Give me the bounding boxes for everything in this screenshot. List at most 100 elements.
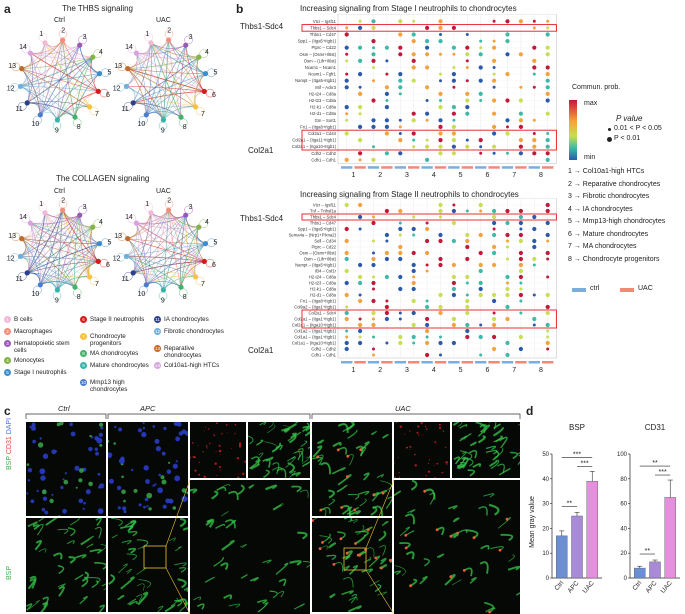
highlight-box	[301, 24, 557, 32]
zoom-line	[165, 479, 191, 547]
network-edge	[20, 53, 32, 87]
dotplot-dot	[398, 221, 402, 225]
dotplot-dot	[518, 52, 523, 57]
thbs-ctrl-label: Ctrl	[54, 17, 65, 24]
dotplot-dot	[438, 105, 443, 110]
network-edge	[30, 222, 90, 278]
dotplot-dot	[545, 322, 550, 328]
dotplot-dot	[478, 292, 483, 298]
dotplot-dot	[372, 145, 375, 149]
micro-texture	[26, 422, 105, 516]
dotplot-dot	[372, 251, 375, 255]
dotplot-dot	[505, 220, 510, 226]
receiver-legend-item: 8 → Chondrocyte progenitors	[568, 255, 660, 263]
network-node-label: 2	[61, 198, 65, 205]
network-node-label: 12	[7, 85, 15, 92]
dotplot-dot	[425, 111, 430, 116]
network-edge	[126, 53, 138, 87]
dotplot-dot	[532, 26, 536, 30]
network-edge	[57, 226, 93, 290]
dotplot-dot	[345, 59, 349, 63]
dotplot-dot	[398, 85, 403, 90]
network-self-loop	[21, 44, 31, 54]
c-ctrl-label: Ctrl	[58, 404, 70, 413]
dotplot-dot	[358, 202, 363, 208]
x-tick-label: 3	[405, 367, 409, 374]
group-bar	[341, 361, 353, 364]
d-ytick-label: 0	[546, 576, 550, 582]
dotplot-dot	[479, 39, 483, 43]
dotplot-dot	[492, 151, 496, 155]
d-sig-label: ***	[581, 460, 589, 467]
network-edge	[30, 52, 93, 59]
network-edge	[21, 68, 76, 118]
dotplot-dot	[465, 91, 470, 96]
dotplot-dot	[492, 39, 496, 43]
group-bar	[367, 166, 380, 169]
dotplot-dot	[438, 144, 443, 149]
dotplot-dot	[451, 111, 456, 116]
dotplot-row-label: Osm – (Lifr+Il6st)	[304, 58, 337, 63]
network-node	[160, 117, 166, 123]
group-bar	[448, 361, 460, 364]
ctrl-legend-label: ctrl	[590, 285, 600, 292]
dotplot-dot	[478, 280, 483, 286]
network-node-label: 10	[32, 291, 40, 298]
dotplot-dot	[398, 45, 403, 50]
network-edge	[127, 68, 196, 108]
dotplot-row-label: Osm – (Osmr+Il6st)	[299, 251, 336, 256]
dotplot-dot	[398, 233, 402, 237]
dotplot-row-label: Nampt – (Itga5+Itgb1)	[295, 263, 336, 268]
dotplot-row-label: Col2a1 – (Itga10+Itgb1)	[292, 144, 337, 149]
dotplot-row-label: Thbs1 – Cd47	[310, 32, 337, 37]
group-bar	[528, 166, 540, 169]
network-edge	[40, 261, 99, 285]
b-bottom-title: Increasing signaling from Stage II neutr…	[300, 190, 519, 199]
dotplot-dot	[479, 99, 483, 102]
network-node	[160, 287, 166, 293]
network-node-label: 12	[113, 85, 121, 92]
dotplot-dot	[465, 98, 470, 103]
network-edge	[90, 57, 99, 92]
group-bar	[381, 166, 393, 169]
network-edge	[20, 56, 93, 87]
network-edge	[150, 42, 164, 120]
c-uac-label: UAC	[395, 404, 411, 413]
network-edge	[146, 42, 152, 115]
micro-texture	[394, 422, 448, 478]
group-bar	[528, 361, 540, 364]
network-node	[193, 274, 199, 280]
legend-swatch-icon: 11	[154, 316, 161, 323]
dotplot-dot	[465, 298, 470, 304]
x-tick-label: 4	[432, 172, 436, 179]
side-label-col-top: Col2a1	[248, 146, 274, 155]
network-edge	[27, 102, 58, 121]
dotplot-dot	[384, 208, 389, 214]
dotplot-dot	[398, 208, 403, 214]
network-node-label: 7	[201, 281, 205, 288]
dotplot-dot	[532, 19, 536, 23]
network-node-label: 8	[77, 124, 81, 131]
dotplot-dot	[398, 286, 403, 292]
dotplot-dot	[518, 220, 523, 226]
micro-texture	[108, 422, 188, 514]
dotplot-dot	[546, 26, 550, 30]
dotplot-dot	[518, 144, 523, 149]
dotplot-dot	[371, 52, 376, 57]
dotplot-dot	[411, 298, 416, 304]
network-node-label: 7	[95, 281, 99, 288]
dotplot-dot	[439, 33, 442, 36]
dotplot-dot	[372, 239, 375, 243]
dotplot-dot	[478, 91, 483, 96]
dotplot-dot	[358, 340, 363, 346]
network-node	[130, 100, 136, 106]
network-node	[72, 284, 78, 290]
legend-swatch-icon: 5	[4, 369, 11, 376]
d-category-label: Ctrl	[553, 579, 565, 592]
d-chart-title: BSP	[569, 423, 585, 432]
dotplot-dot	[465, 274, 470, 280]
network-edge	[127, 68, 164, 121]
dotplot-dot	[411, 58, 416, 64]
